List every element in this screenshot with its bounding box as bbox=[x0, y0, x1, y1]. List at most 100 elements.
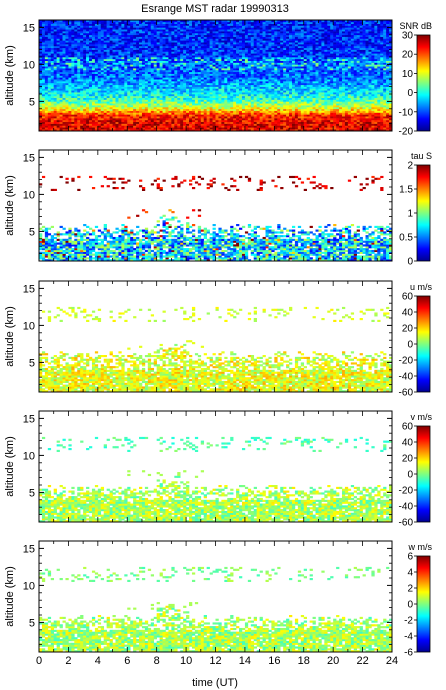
heatmap-cell bbox=[62, 60, 66, 63]
heatmap-cell bbox=[121, 118, 125, 121]
heatmap-cell bbox=[86, 71, 90, 74]
heatmap-cell bbox=[133, 88, 137, 91]
heatmap-cell bbox=[180, 25, 184, 28]
heatmap-cell bbox=[183, 32, 187, 36]
heatmap-cell bbox=[80, 60, 84, 63]
heatmap-cell bbox=[144, 53, 149, 56]
heatmap-cell bbox=[168, 31, 172, 34]
heatmap-cell bbox=[168, 99, 172, 102]
heatmap-cell bbox=[97, 127, 102, 130]
heatmap-cell bbox=[91, 84, 96, 87]
heatmap-cell bbox=[71, 55, 75, 58]
heatmap-cell bbox=[218, 101, 222, 104]
heatmap-cell bbox=[221, 77, 225, 80]
heatmap-cell bbox=[139, 34, 143, 37]
heatmap-cell bbox=[177, 62, 181, 65]
heatmap-cell bbox=[262, 79, 266, 82]
heatmap-cell bbox=[194, 112, 199, 115]
heatmap-cell bbox=[156, 45, 160, 49]
heatmap-cell bbox=[115, 45, 119, 49]
heatmap-cell bbox=[136, 75, 140, 78]
heatmap-cell bbox=[106, 69, 110, 73]
heatmap-cell bbox=[200, 94, 205, 97]
heatmap-cell bbox=[139, 60, 143, 63]
heatmap-cell bbox=[56, 47, 60, 50]
heatmap-cell bbox=[206, 75, 210, 78]
heatmap-cell bbox=[112, 129, 116, 132]
heatmap-cell bbox=[177, 110, 181, 113]
heatmap-cell bbox=[80, 32, 84, 36]
heatmap-cell bbox=[215, 81, 219, 84]
heatmap-cell bbox=[68, 47, 72, 50]
heatmap-cell bbox=[133, 64, 137, 67]
heatmap-cell bbox=[44, 34, 49, 37]
heatmap-cell bbox=[268, 95, 272, 98]
heatmap-cell bbox=[130, 45, 134, 49]
heatmap-cell bbox=[218, 73, 222, 76]
heatmap-cell bbox=[109, 88, 113, 91]
heatmap-cell bbox=[268, 90, 272, 93]
heatmap-cell bbox=[109, 75, 113, 78]
heatmap-cell bbox=[230, 20, 234, 23]
heatmap-cell bbox=[209, 114, 213, 117]
heatmap-cell bbox=[68, 129, 72, 132]
heatmap-cell bbox=[253, 20, 257, 23]
heatmap-cell bbox=[150, 79, 155, 82]
heatmap-cell bbox=[68, 110, 72, 113]
heatmap-cell bbox=[233, 34, 237, 37]
heatmap-cell bbox=[274, 34, 278, 37]
heatmap-cell bbox=[215, 103, 219, 106]
heatmap-cell bbox=[89, 32, 93, 36]
heatmap-cell bbox=[262, 60, 266, 63]
heatmap-cell bbox=[53, 40, 57, 43]
heatmap-cell bbox=[147, 66, 152, 69]
heatmap-cell bbox=[183, 79, 187, 82]
heatmap-cell bbox=[141, 45, 146, 49]
heatmap-cell bbox=[247, 95, 252, 98]
heatmap-cell bbox=[280, 64, 284, 67]
heatmap-cell bbox=[159, 92, 163, 95]
heatmap-cell bbox=[147, 45, 152, 49]
heatmap-cell bbox=[191, 79, 196, 82]
heatmap-cell bbox=[62, 101, 66, 104]
heatmap-cell bbox=[221, 45, 225, 49]
heatmap-cell bbox=[268, 42, 272, 45]
heatmap-cell bbox=[94, 73, 99, 76]
heatmap-cell bbox=[277, 73, 281, 76]
heatmap-cell bbox=[80, 123, 84, 126]
heatmap-cell bbox=[86, 62, 90, 65]
heatmap-cell bbox=[262, 116, 266, 119]
heatmap-cell bbox=[262, 90, 266, 93]
heatmap-cell bbox=[277, 123, 281, 126]
heatmap-cell bbox=[227, 34, 231, 37]
heatmap-cell bbox=[280, 49, 284, 52]
heatmap-cell bbox=[200, 127, 205, 130]
heatmap-cell bbox=[150, 129, 155, 132]
heatmap-cell bbox=[68, 82, 72, 86]
heatmap-cell bbox=[200, 97, 205, 100]
heatmap-cell bbox=[153, 77, 157, 80]
heatmap-cell bbox=[197, 64, 202, 67]
heatmap-cell bbox=[265, 118, 269, 121]
heatmap-cell bbox=[41, 82, 46, 86]
heatmap-cell bbox=[165, 51, 169, 54]
heatmap-cell bbox=[165, 121, 169, 124]
heatmap-cell bbox=[118, 94, 122, 97]
heatmap-cell bbox=[233, 123, 237, 126]
heatmap-cell bbox=[41, 119, 46, 123]
heatmap-cell bbox=[150, 64, 155, 67]
heatmap-cell bbox=[41, 55, 46, 58]
heatmap-cell bbox=[162, 103, 166, 106]
heatmap-cell bbox=[274, 31, 278, 34]
heatmap-cell bbox=[224, 20, 228, 23]
heatmap-cell bbox=[141, 47, 146, 50]
heatmap-cell bbox=[147, 116, 152, 119]
heatmap-cell bbox=[233, 55, 237, 58]
heatmap-cell bbox=[83, 32, 87, 36]
heatmap-cell bbox=[100, 69, 105, 73]
heatmap-cell bbox=[174, 49, 178, 52]
heatmap-cell bbox=[174, 108, 178, 111]
heatmap-cell bbox=[59, 29, 63, 32]
heatmap-cell bbox=[265, 66, 269, 69]
heatmap-cell bbox=[50, 105, 55, 108]
